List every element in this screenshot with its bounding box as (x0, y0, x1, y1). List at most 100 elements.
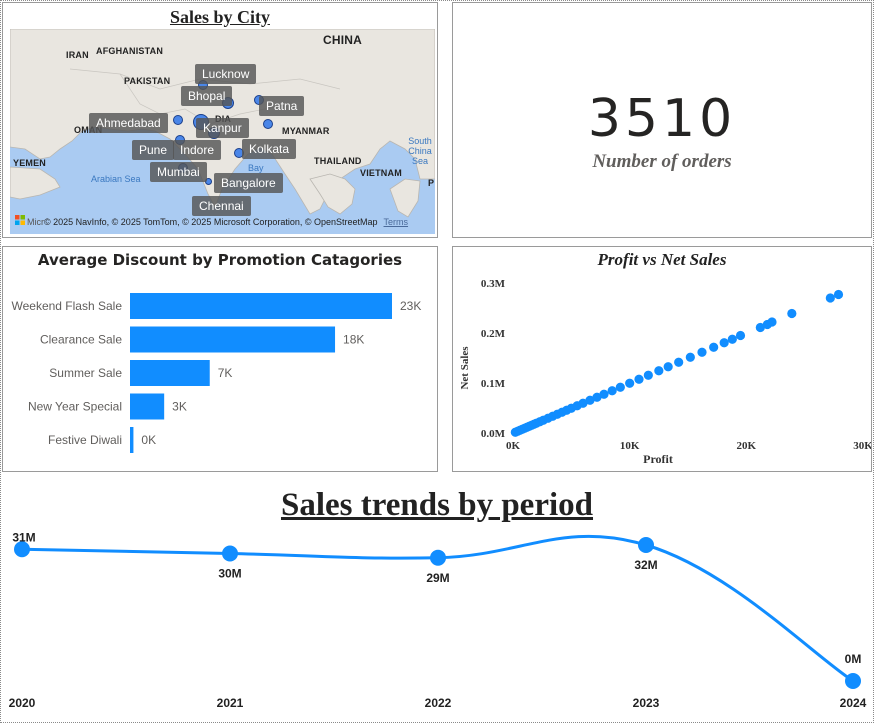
country-label-china: CHINA (323, 33, 362, 47)
scatter-x-tick-0: 0K (506, 440, 521, 452)
scatter-y-tick-3: 0.3M (481, 278, 506, 290)
scatter-y-tick-1: 0.1M (481, 378, 506, 390)
country-label-afghanistan: AFGHANISTAN (96, 46, 164, 56)
line-point-2020[interactable] (14, 541, 30, 558)
bar-category-label-weekend-flash-sale: Weekend Flash Sale (11, 299, 122, 313)
map-visual[interactable]: Sales by City CHINA IRAN AFGHANISTAN PAK… (2, 2, 438, 238)
country-label-vietnam: VIETNAM (360, 168, 402, 178)
scatter-y-tick-2: 0.2M (481, 328, 506, 340)
bar-category-label-summer-sale: Summer Sale (49, 366, 122, 380)
line-point-2023[interactable] (638, 537, 654, 553)
scatter-chart-title: Profit vs Net Sales (597, 250, 727, 269)
country-label-pakistan: PAKISTAN (124, 76, 171, 86)
scatter-point[interactable] (727, 334, 737, 344)
scatter-chart-svg[interactable]: 0K 10K 20K 30K 0.0M 0.1M 0.2M 0.3M Profit Net Sal… (453, 271, 871, 471)
bar-new-year-special[interactable] (130, 393, 165, 420)
kpi-label: Number of orders (592, 151, 732, 172)
bar-chart-svg[interactable]: Weekend Flash Sale 23K Clearance Sale 18K Su… (3, 271, 437, 471)
city-label-indore: Indore (173, 140, 222, 160)
bar-weekend-flash-sale[interactable] (130, 293, 392, 319)
scatter-point[interactable] (592, 392, 602, 402)
line-chart-visual[interactable]: Sales trends by period 31M 2020 30M 2021 29M… (2, 481, 872, 721)
city-label-chennai: Chennai (192, 196, 251, 216)
scatter-point[interactable] (825, 293, 835, 303)
scatter-chart-visual[interactable]: Profit vs Net Sales 0K 10K 20K 30K 0.0M 0.1M 0… (452, 246, 872, 472)
map-terms-link[interactable]: Terms (383, 217, 409, 227)
country-label-thailand: THAILAND (314, 156, 362, 166)
country-label-myanmar: MYANMAR (282, 126, 330, 136)
line-data-label-2022: 29M (426, 571, 449, 585)
city-bubble-ahmedabad[interactable] (173, 115, 183, 125)
map-overlay: CHINA IRAN AFGHANISTAN PAKISTAN OMAN YEM… (10, 29, 435, 234)
bar-summer-sale[interactable] (130, 360, 210, 386)
scatter-point[interactable] (685, 352, 695, 362)
scatter-x-tick-3: 30K (853, 440, 871, 452)
line-point-2022[interactable] (430, 549, 446, 566)
bar-chart-title: Average Discount by Promotion Catagories (37, 251, 403, 269)
sea-label-arabian: Arabian Sea (91, 174, 141, 184)
city-bubble-kolkata[interactable] (263, 119, 273, 129)
city-label-pune: Pune (132, 140, 175, 160)
scatter-point[interactable] (787, 308, 797, 319)
line-x-tick-2024: 2024 (840, 696, 867, 710)
scatter-point[interactable] (578, 398, 588, 408)
scatter-point[interactable] (607, 386, 617, 396)
bar-data-label-clearance-sale: 18K (343, 333, 364, 347)
microsoft-logo-icon (15, 215, 25, 225)
city-label-bhopal: Bhopal (181, 86, 233, 106)
scatter-point[interactable] (654, 366, 664, 376)
line-data-label-2023: 32M (634, 558, 657, 572)
scatter-point[interactable] (719, 338, 729, 348)
bar-category-label-clearance-sale: Clearance Sale (40, 333, 122, 347)
bar-data-label-new-year-special: 3K (172, 400, 187, 414)
bar-data-label-festive-diwali: 0K (141, 433, 156, 447)
scatter-point[interactable] (634, 374, 644, 384)
scatter-point[interactable] (615, 382, 625, 392)
city-label-bangalore: Bangalore (214, 173, 283, 193)
line-data-label-2024: 0M (845, 652, 862, 666)
line-x-tick-2022: 2022 (425, 696, 452, 710)
scatter-point[interactable] (709, 342, 719, 352)
scatter-point[interactable] (674, 357, 684, 367)
scatter-point[interactable] (643, 370, 653, 380)
scatter-point[interactable] (585, 395, 595, 405)
scatter-y-tick-0: 0.0M (481, 428, 506, 440)
bar-chart-visual[interactable]: Average Discount by Promotion Catagories… (2, 246, 438, 472)
city-label-patna: Patna (259, 96, 305, 116)
bar-clearance-sale[interactable] (130, 326, 336, 353)
kpi-value: 3510 (587, 89, 737, 149)
country-label-yemen: YEMEN (13, 158, 47, 168)
scatter-x-tick-1: 10K (620, 440, 640, 452)
scatter-point[interactable] (755, 322, 765, 333)
line-point-2021[interactable] (222, 545, 238, 562)
line-chart-title: Sales trends by period (280, 487, 594, 523)
line-chart-svg[interactable]: 31M 2020 30M 2021 29M 2022 32M 2023 0M 2024 (2, 481, 872, 721)
line-x-tick-2023: 2023 (633, 696, 660, 710)
scatter-y-axis-label: Net Sales (459, 346, 471, 390)
scatter-point[interactable] (625, 378, 635, 388)
country-label-oman: OMAN (74, 125, 102, 135)
bar-data-label-summer-sale: 7K (218, 366, 233, 380)
scatter-x-axis-label: Profit (643, 452, 673, 466)
sea-label-south-china: South China Sea (408, 136, 432, 166)
scatter-point[interactable] (697, 347, 707, 357)
kpi-card[interactable]: 3510 Number of orders (452, 2, 872, 238)
line-point-2024[interactable] (845, 673, 861, 689)
scatter-point[interactable] (767, 317, 777, 327)
country-label-partial-p: P (428, 178, 435, 188)
bar-festive-diwali[interactable] (130, 427, 134, 453)
map-attribution-partial: Micr (27, 217, 44, 227)
bar-category-label-festive-diwali: Festive Diwali (48, 433, 122, 447)
scatter-x-tick-2: 20K (737, 440, 757, 452)
scatter-point[interactable] (833, 289, 844, 300)
bar-data-label-weekend-flash-sale: 23K (400, 299, 421, 313)
scatter-point[interactable] (663, 362, 673, 372)
country-label-iran: IRAN (66, 50, 89, 60)
line-x-tick-2021: 2021 (217, 696, 244, 710)
city-label-kanpur: Kanpur (196, 118, 249, 138)
city-label-ahmedabad: Ahmedabad (89, 113, 168, 133)
city-label-mumbai: Mumbai (150, 162, 207, 182)
scatter-point[interactable] (735, 330, 746, 341)
scatter-point[interactable] (599, 389, 609, 399)
city-label-lucknow: Lucknow (195, 64, 257, 84)
